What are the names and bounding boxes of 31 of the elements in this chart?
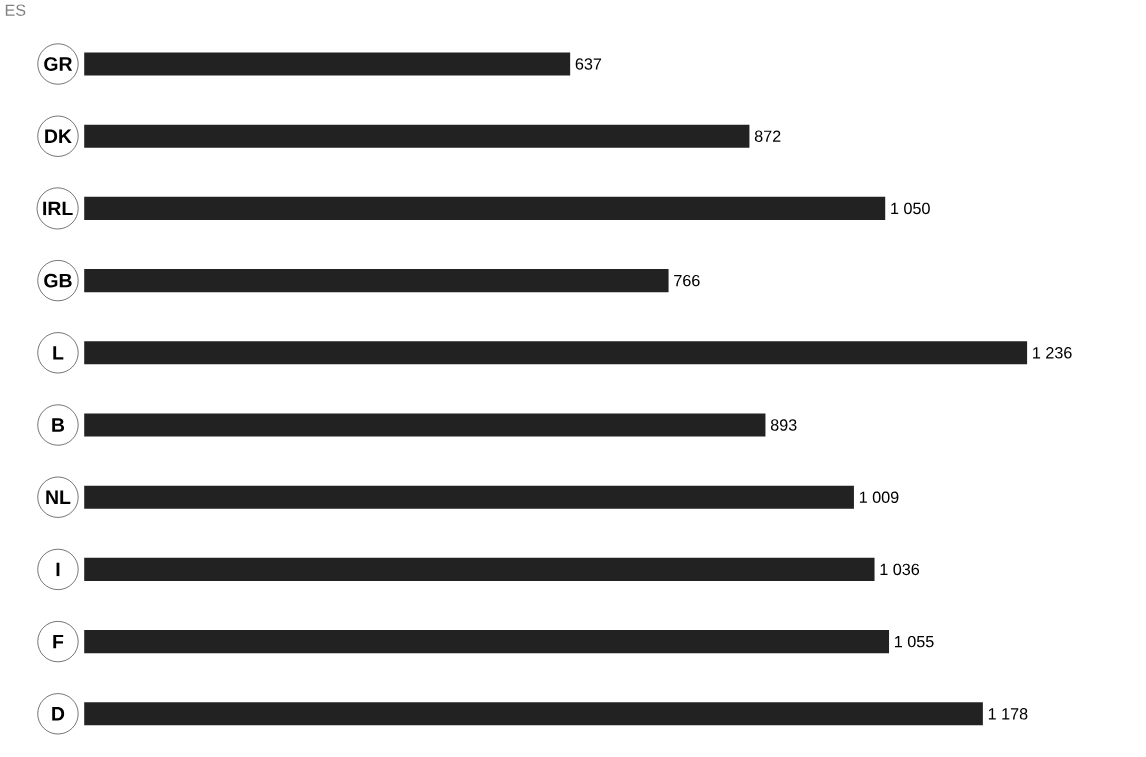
bar — [84, 124, 750, 148]
data-label: 893 — [770, 419, 797, 431]
bar — [84, 413, 766, 437]
bar — [84, 485, 854, 509]
bar — [84, 702, 983, 726]
data-label: 1 050 — [891, 202, 930, 215]
y-tick-label: IRL — [43, 201, 73, 216]
data-label: 1 236 — [1033, 347, 1072, 359]
y-tick-label: NL — [46, 490, 71, 504]
data-label: 637 — [575, 58, 602, 70]
data-label: 1 178 — [988, 708, 1028, 720]
bar — [84, 341, 1028, 365]
bar — [84, 557, 875, 581]
data-label: 872 — [754, 130, 781, 142]
y-tick-label: GR — [44, 57, 73, 71]
text: ES — [5, 4, 26, 16]
y-tick-label: F — [53, 634, 64, 649]
y-tick-label: D — [52, 707, 65, 721]
y-tick-label: GB — [44, 273, 72, 288]
y-tick-label: L — [53, 346, 64, 360]
bar — [84, 52, 571, 76]
data-label: 1 009 — [859, 491, 899, 503]
y-tick-label: I — [56, 562, 60, 577]
bar — [84, 269, 669, 293]
bar — [84, 629, 890, 654]
data-label: 766 — [674, 274, 700, 287]
y-tick-label: DK — [45, 129, 72, 143]
y-tick-label: B — [52, 418, 65, 432]
data-label: 1 055 — [895, 635, 934, 648]
data-label: 1 036 — [880, 563, 920, 576]
bar — [84, 196, 886, 220]
